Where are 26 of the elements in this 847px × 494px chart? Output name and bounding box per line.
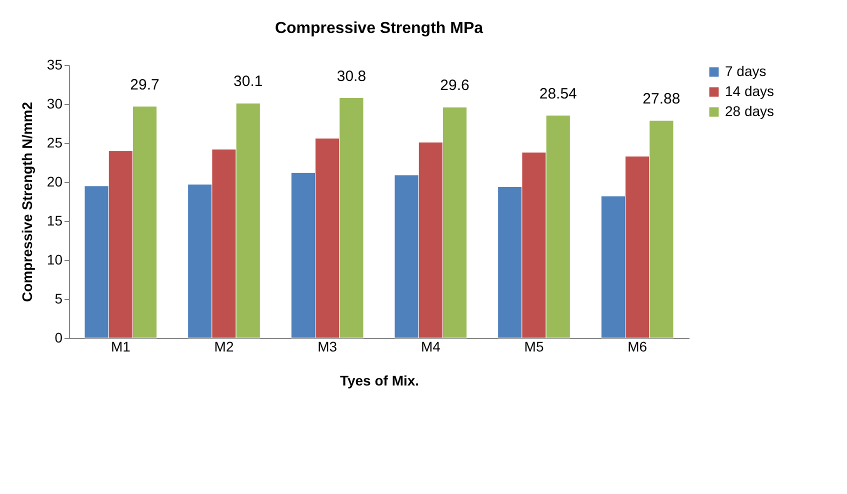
y-tick-label: 20 (46, 174, 63, 190)
data-label: 29.7 (130, 76, 160, 94)
data-label: 30.8 (336, 68, 366, 85)
y-tick-label: 10 (46, 252, 63, 268)
x-tick-label: M4 (420, 338, 441, 354)
data-label: 29.6 (440, 77, 470, 94)
x-axis-title: Tyes of Mix. (340, 372, 420, 388)
y-tick-label: 15 (46, 212, 63, 228)
x-tick-label: M1 (110, 338, 131, 354)
legend-label: 28 days (725, 103, 774, 119)
legend-label: 14 days (725, 83, 774, 99)
x-tick-label: M2 (214, 338, 234, 354)
x-tick-label: M6 (628, 338, 648, 354)
y-tick-label: 25 (46, 134, 63, 150)
data-label: 30.1 (234, 73, 263, 90)
chart-title: Compressive Strength MPa (274, 20, 484, 37)
x-tick-label: M3 (318, 338, 338, 354)
x-tick-label: M5 (524, 338, 544, 354)
y-tick-label: 0 (54, 330, 63, 346)
legend-label: 7 days (725, 63, 766, 79)
data-label: 28.54 (539, 85, 577, 102)
y-tick-label: 5 (54, 290, 63, 306)
y-tick-label: 30 (46, 96, 63, 112)
y-axis-title: Compressive Strength N/mm2 (18, 102, 35, 302)
data-label: 27.88 (642, 90, 680, 108)
y-tick-label: 35 (46, 56, 63, 72)
